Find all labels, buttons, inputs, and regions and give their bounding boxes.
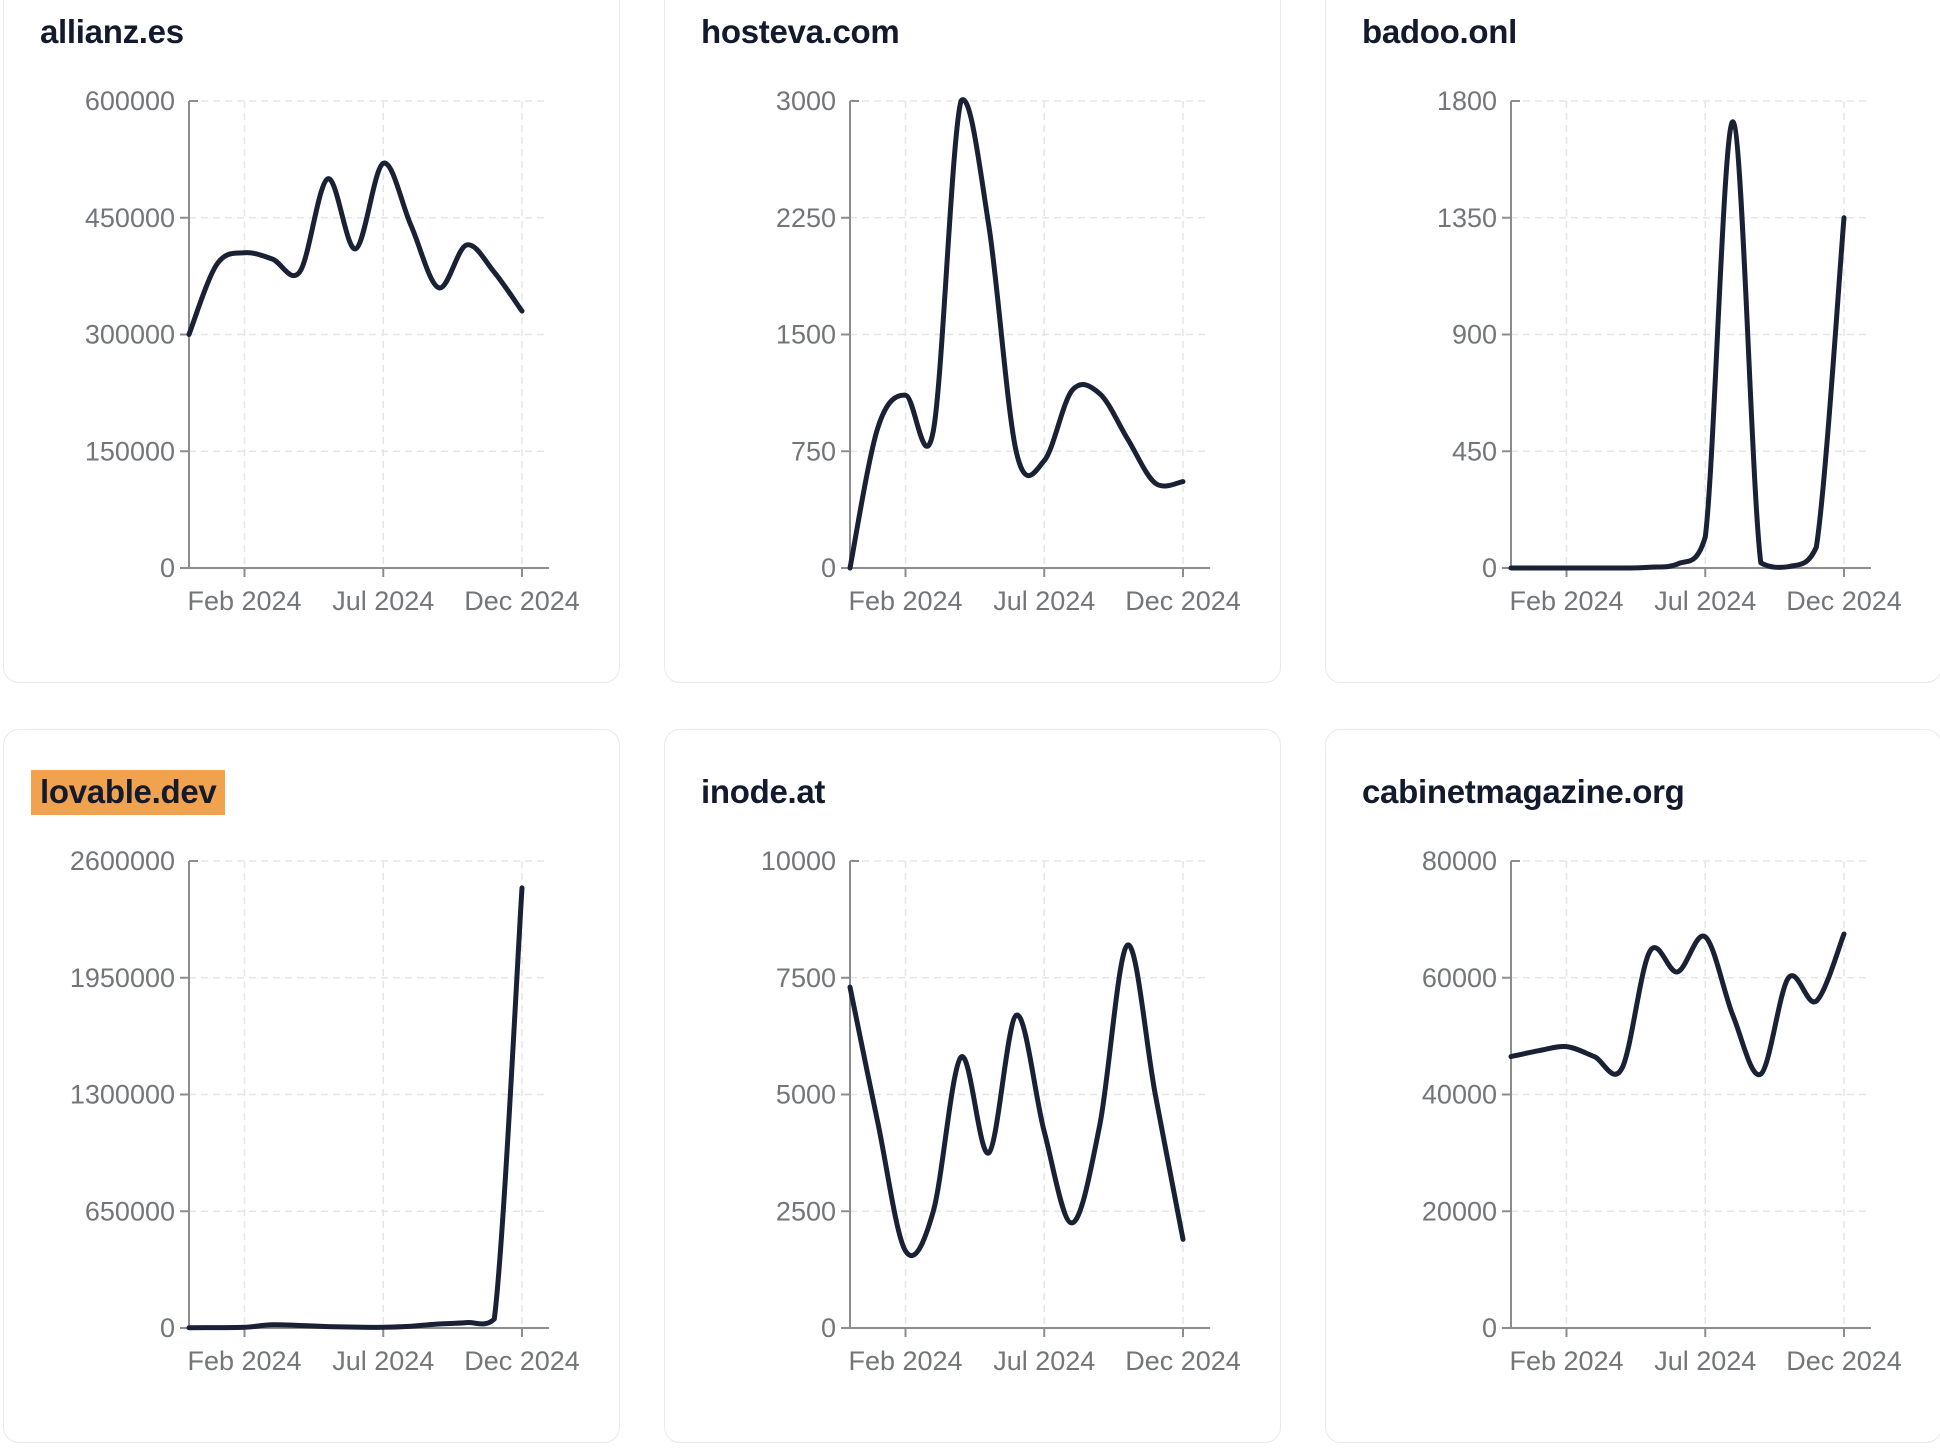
trend-line (1508, 931, 1847, 1078)
y-tick-label: 1500 (776, 320, 836, 350)
y-tick-label: 1300000 (70, 1080, 175, 1110)
trend-line (847, 97, 1186, 571)
gridlines (189, 100, 549, 568)
y-tick-label: 450000 (85, 203, 175, 233)
y-tick-label: 0 (160, 1313, 175, 1343)
y-tick-label: 3000 (776, 86, 836, 116)
x-tick-label: Dec 2024 (464, 586, 580, 616)
y-tick-label: 0 (821, 553, 836, 583)
axes (180, 860, 549, 1337)
chart-card[interactable]: hosteva.com Feb 2024 Jul 2024 Dec 2024 0 750… (664, 0, 1281, 683)
domain-name-label: hosteva.com (701, 13, 900, 50)
axes (841, 100, 1210, 577)
axes (841, 860, 1210, 1337)
y-tick-label: 40000 (1422, 1080, 1497, 1110)
y-tick-label: 5000 (776, 1080, 836, 1110)
x-tick-label: Jul 2024 (332, 1346, 434, 1376)
chart-title[interactable]: inode.at (701, 773, 826, 810)
axis-labels: Feb 2024 Jul 2024 Dec 2024 0 2500 5000 7500 100… (761, 846, 1241, 1376)
chart-title[interactable]: lovable.dev (31, 770, 226, 815)
domain-name-label: badoo.onl (1362, 13, 1517, 50)
y-tick-label: 1800 (1437, 86, 1497, 116)
x-tick-label: Jul 2024 (993, 586, 1095, 616)
x-tick-label: Jul 2024 (1654, 586, 1756, 616)
trend-line (1508, 119, 1847, 571)
x-tick-label: Feb 2024 (1509, 1346, 1623, 1376)
x-tick-label: Dec 2024 (1125, 586, 1241, 616)
y-tick-label: 650000 (85, 1196, 175, 1226)
x-tick-label: Feb 2024 (1509, 586, 1623, 616)
axis-labels: Feb 2024 Jul 2024 Dec 2024 0 150000 300000 450… (85, 86, 580, 616)
axes (1502, 860, 1871, 1337)
chart-card[interactable]: lovable.dev Feb 2024 Jul 2024 Dec 2024 0 650… (3, 729, 620, 1443)
y-tick-label: 750 (791, 436, 836, 466)
line-chart: Feb 2024 Jul 2024 Dec 2024 0 150000 300000 450… (85, 86, 580, 616)
y-tick-label: 10000 (761, 846, 836, 876)
y-tick-label: 600000 (85, 86, 175, 116)
chart-title[interactable]: hosteva.com (701, 13, 900, 50)
y-tick-label: 1350 (1437, 203, 1497, 233)
axes (1502, 100, 1871, 577)
y-tick-label: 1950000 (70, 963, 175, 993)
domain-name-label: allianz.es (40, 13, 184, 50)
x-tick-label: Jul 2024 (332, 586, 434, 616)
line-chart: Feb 2024 Jul 2024 Dec 2024 0 20000 40000 60000… (1422, 846, 1902, 1376)
y-tick-label: 150000 (85, 436, 175, 466)
trend-line (847, 942, 1186, 1259)
domain-name-label: inode.at (701, 773, 826, 810)
y-tick-label: 80000 (1422, 846, 1497, 876)
domain-name-label: lovable.dev (31, 770, 226, 815)
line-chart: Feb 2024 Jul 2024 Dec 2024 0 2500 5000 7500 100… (761, 846, 1241, 1376)
chart-card[interactable]: badoo.onl Feb 2024 Jul 2024 Dec 2024 0 450 90… (1325, 0, 1940, 683)
y-tick-label: 0 (160, 553, 175, 583)
x-tick-label: Jul 2024 (1654, 1346, 1756, 1376)
chart-title[interactable]: cabinetmagazine.org (1362, 773, 1685, 810)
y-tick-label: 60000 (1422, 963, 1497, 993)
gridlines (1511, 100, 1871, 568)
axis-labels: Feb 2024 Jul 2024 Dec 2024 0 650000 1300000 19… (70, 846, 580, 1376)
x-tick-label: Feb 2024 (187, 586, 301, 616)
y-tick-label: 300000 (85, 320, 175, 350)
x-tick-label: Feb 2024 (848, 1346, 962, 1376)
gridlines (1511, 860, 1871, 1328)
gridlines (850, 860, 1210, 1328)
trend-line (186, 885, 525, 1331)
chart-title[interactable]: allianz.es (40, 13, 184, 50)
y-tick-label: 2600000 (70, 846, 175, 876)
y-tick-label: 20000 (1422, 1196, 1497, 1226)
chart-card[interactable]: allianz.es Feb 2024 Jul 2024 Dec 2024 0 1500… (3, 0, 620, 683)
y-tick-label: 2250 (776, 203, 836, 233)
y-tick-label: 2500 (776, 1196, 836, 1226)
x-tick-label: Dec 2024 (1125, 1346, 1241, 1376)
x-tick-label: Feb 2024 (848, 586, 962, 616)
x-tick-label: Dec 2024 (1786, 586, 1902, 616)
axis-labels: Feb 2024 Jul 2024 Dec 2024 0 450 900 1350 1800 (1437, 86, 1902, 616)
x-tick-label: Jul 2024 (993, 1346, 1095, 1376)
chart-card[interactable]: cabinetmagazine.org Feb 2024 Jul 2024 Dec … (1325, 729, 1940, 1443)
gridlines (850, 100, 1210, 568)
chart-card[interactable]: inode.at Feb 2024 Jul 2024 Dec 2024 0 2500 50… (664, 729, 1281, 1443)
y-tick-label: 900 (1452, 320, 1497, 350)
chart-title[interactable]: badoo.onl (1362, 13, 1517, 50)
y-tick-label: 7500 (776, 963, 836, 993)
axis-labels: Feb 2024 Jul 2024 Dec 2024 0 750 1500 2250 3000 (776, 86, 1241, 616)
y-tick-label: 0 (1482, 1313, 1497, 1343)
trend-line (186, 160, 525, 337)
axes (180, 100, 549, 577)
y-tick-label: 0 (821, 1313, 836, 1343)
domain-name-label: cabinetmagazine.org (1362, 773, 1685, 810)
gridlines (189, 860, 549, 1328)
line-chart: Feb 2024 Jul 2024 Dec 2024 0 650000 1300000 19… (70, 846, 580, 1376)
domain-charts-grid: allianz.es Feb 2024 Jul 2024 Dec 2024 0 1500… (3, 0, 1940, 1443)
x-tick-label: Dec 2024 (464, 1346, 580, 1376)
line-chart: Feb 2024 Jul 2024 Dec 2024 0 750 1500 2250 3000 (776, 86, 1241, 616)
line-chart: Feb 2024 Jul 2024 Dec 2024 0 450 900 1350 1800 (1437, 86, 1902, 616)
x-tick-label: Feb 2024 (187, 1346, 301, 1376)
axis-labels: Feb 2024 Jul 2024 Dec 2024 0 20000 40000 60000… (1422, 846, 1902, 1376)
y-tick-label: 450 (1452, 436, 1497, 466)
x-tick-label: Dec 2024 (1786, 1346, 1902, 1376)
y-tick-label: 0 (1482, 553, 1497, 583)
